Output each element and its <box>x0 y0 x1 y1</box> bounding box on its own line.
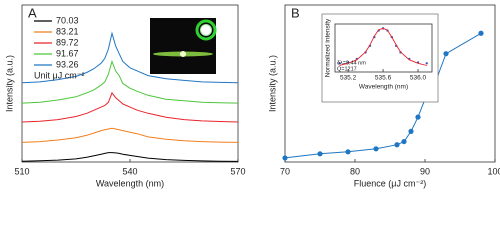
legend-label: 70.03 <box>56 15 79 25</box>
series-line <box>21 91 239 123</box>
x-tick-label: 90 <box>420 166 430 176</box>
x-tick-label: 70 <box>280 166 290 176</box>
legend-label: 91.67 <box>56 48 79 58</box>
data-point <box>373 146 379 152</box>
photo-ring <box>195 19 217 41</box>
panel-label: A <box>28 5 37 20</box>
annotation: δλ=0.44 nm <box>337 60 366 66</box>
x-tick-label: 535.2 <box>340 75 357 82</box>
data-point <box>345 149 351 155</box>
data-point <box>317 151 323 157</box>
x-axis-label: Wavelength (nm) <box>96 178 164 188</box>
data-point <box>338 62 341 65</box>
photo-ring-inner <box>200 24 212 36</box>
series-line <box>21 152 239 162</box>
x-tick-label: 570 <box>230 166 245 176</box>
legend-label: 83.21 <box>56 26 79 36</box>
y-axis-label: Normalized intensity <box>325 18 332 77</box>
figure: 510 540 570 Wavelength (nm) Intensity (a.u.)… <box>4 4 500 188</box>
y-axis-label: Intensity (a.u.) <box>4 55 14 112</box>
annotation: Q=1217 <box>337 66 357 72</box>
data-point <box>394 142 400 148</box>
x-axis-label: Wavelength (nm) <box>359 84 408 91</box>
legend-label: 93.26 <box>56 59 79 69</box>
legend-label: 89.72 <box>56 37 79 47</box>
x-tick-label: 100 <box>487 166 500 176</box>
data-point <box>425 62 428 65</box>
series-line <box>21 127 239 143</box>
x-tick-label: 510 <box>14 166 29 176</box>
inset-background <box>321 13 439 103</box>
x-tick-label: 536.0 <box>410 75 427 82</box>
panel-label: B <box>291 5 300 20</box>
series-line <box>21 59 239 104</box>
data-point <box>443 51 449 57</box>
x-tick-label: 540 <box>122 166 137 176</box>
data-point <box>415 114 421 120</box>
legend-note: Unit μJ cm⁻² <box>34 70 84 80</box>
x-tick-label: 535.6 <box>375 75 392 82</box>
photo-center <box>180 51 186 57</box>
x-tick-label: 80 <box>350 166 360 176</box>
data-point <box>408 128 414 134</box>
x-axis-label: Fluence (μJ cm⁻²) <box>354 178 426 188</box>
plot-frame <box>334 23 433 73</box>
y-axis-label: Intensity (a.u.) <box>267 55 277 112</box>
plot-frame <box>284 4 496 163</box>
data-point <box>282 155 288 161</box>
series-line <box>21 31 239 84</box>
data-point <box>401 138 407 145</box>
data-point <box>478 30 484 36</box>
series-line <box>339 27 427 66</box>
